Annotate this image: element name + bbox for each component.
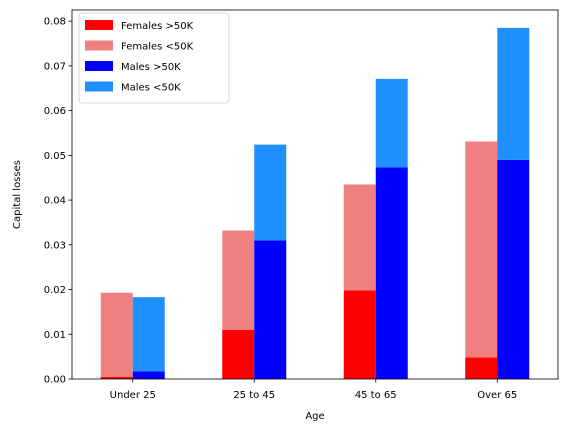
x-tick-label-2: 45 to 65 [355,390,397,401]
bar-males-1-2 [375,78,408,168]
legend: Females >50K Females <50K Males >50K Males … [78,12,230,104]
legend-label-2: Males >50K [121,62,181,73]
legend-swatch-2 [85,61,113,71]
bar-males-1-1 [254,144,287,241]
bar-males-0-1 [254,240,287,379]
x-tick-label-1: 25 to 45 [233,390,275,401]
x-tick-label-3: Over 65 [477,390,517,401]
legend-swatch-0 [85,20,113,30]
y-tick-label-8: 0.08 [44,17,66,28]
y-tick-label-5: 0.05 [44,151,66,162]
y-tick-label-3: 0.03 [44,240,66,251]
legend-label-1: Females <50K [121,42,194,53]
legend-box [78,12,230,104]
bar-females-0-3 [465,357,498,379]
bar-females-1-1 [222,230,255,330]
bar-males-1-0 [132,297,165,372]
y-tick-label-6: 0.06 [44,106,66,117]
bar-females-0-0 [100,376,133,379]
y-tick-label-2: 0.02 [44,285,66,296]
y-tick-label-1: 0.01 [44,330,66,341]
y-tick-label-0: 0.00 [44,375,66,386]
bar-females-1-2 [343,184,376,291]
x-tick-label-0: Under 25 [110,390,156,401]
legend-label-3: Males <50K [121,83,181,94]
y-tick-label-4: 0.04 [44,196,66,207]
legend-label-0: Females >50K [121,21,194,32]
bars-layer [100,27,530,379]
bar-females-1-0 [100,292,133,377]
x-axis-label: Age [305,411,324,422]
axes-layer: 0.00 0.01 0.02 0.03 0.04 0.05 0.06 0.07 0.08 Unde… [44,9,559,401]
y-tick-label-7: 0.07 [44,61,66,72]
bar-males-0-3 [497,159,530,379]
bar-females-0-1 [222,329,255,379]
bar-males-0-0 [132,371,165,379]
bar-males-1-3 [497,27,530,160]
bar-females-1-3 [465,141,498,358]
y-axis-label: Capital losses [12,160,23,229]
bar-males-0-2 [375,167,408,379]
bar-females-0-2 [343,290,376,379]
legend-swatch-1 [85,40,113,51]
legend-swatch-3 [85,81,113,92]
plot-frame [71,9,559,380]
